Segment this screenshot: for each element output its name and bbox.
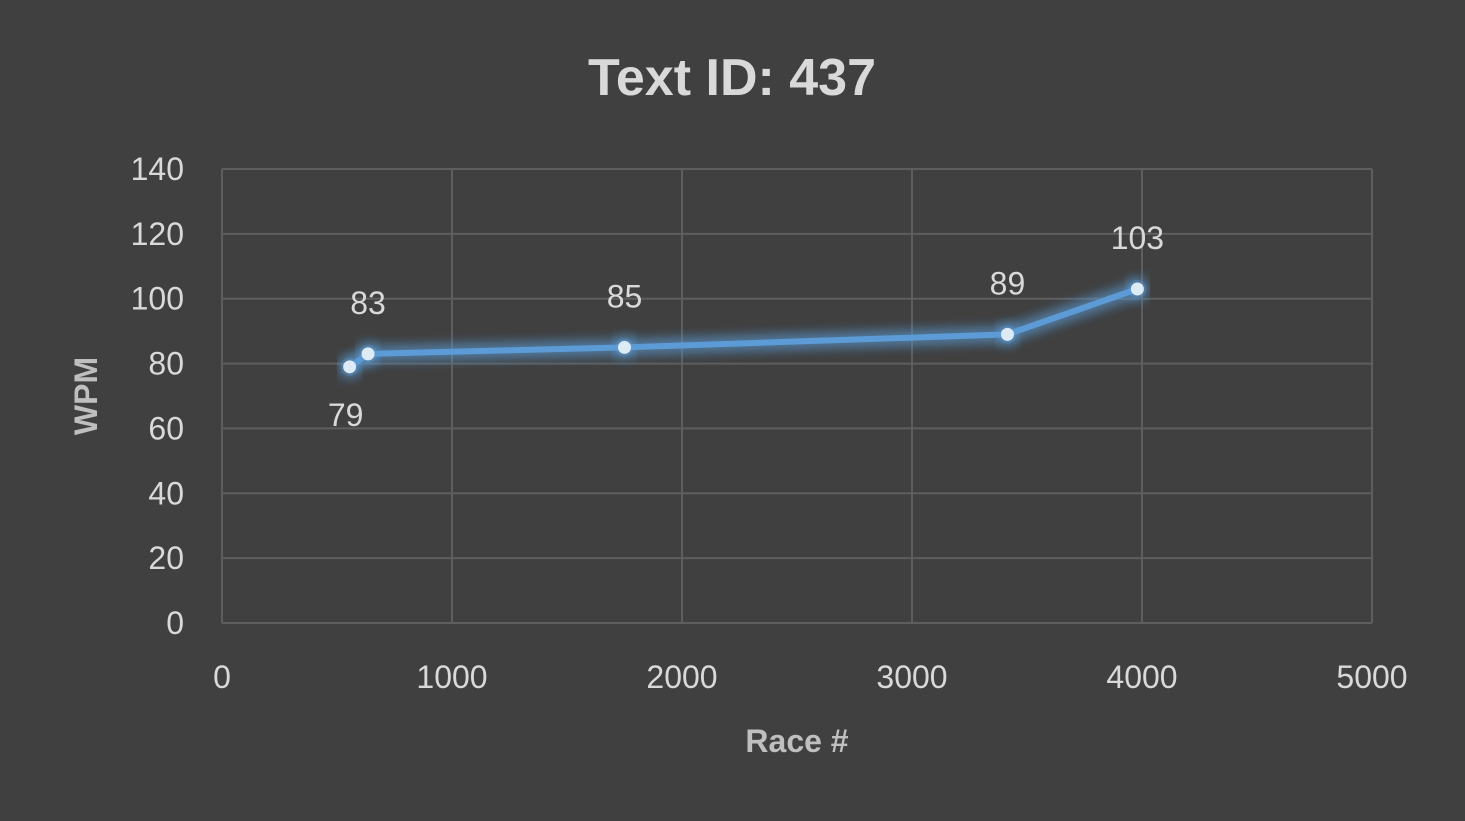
y-axis-title: WPM [68,357,104,435]
x-tick-label: 2000 [646,659,717,695]
x-tick-label: 5000 [1336,659,1407,695]
y-tick-label: 140 [131,151,184,187]
data-label: 83 [350,285,386,321]
data-label: 85 [607,278,643,314]
x-axis-title: Race # [745,723,848,759]
y-tick-label: 20 [148,540,184,576]
series-layer: 79 83 85 89 103 [328,220,1164,433]
y-tick-label: 120 [131,216,184,252]
data-point [618,340,631,354]
x-tick-label: 4000 [1106,659,1177,695]
data-point [343,360,357,374]
x-tick-label: 1000 [416,659,487,695]
y-tick-label: 40 [148,475,184,511]
x-tick-label: 0 [213,659,231,695]
y-axis-ticks: 0 20 40 60 80 100 120 140 [131,151,184,641]
data-point [1130,282,1144,296]
gridlines [221,168,1373,624]
y-tick-label: 0 [166,605,184,641]
data-label: 103 [1111,220,1164,256]
y-tick-label: 60 [148,410,184,446]
data-label: 89 [990,265,1026,301]
data-point [361,347,375,361]
data-point [1000,327,1014,341]
data-label: 79 [328,397,364,433]
x-axis-ticks: 0 1000 2000 3000 4000 5000 [213,659,1407,695]
chart-title: Text ID: 437 [588,49,876,107]
y-tick-label: 100 [131,281,184,317]
y-tick-label: 80 [148,346,184,382]
x-tick-label: 3000 [876,659,947,695]
